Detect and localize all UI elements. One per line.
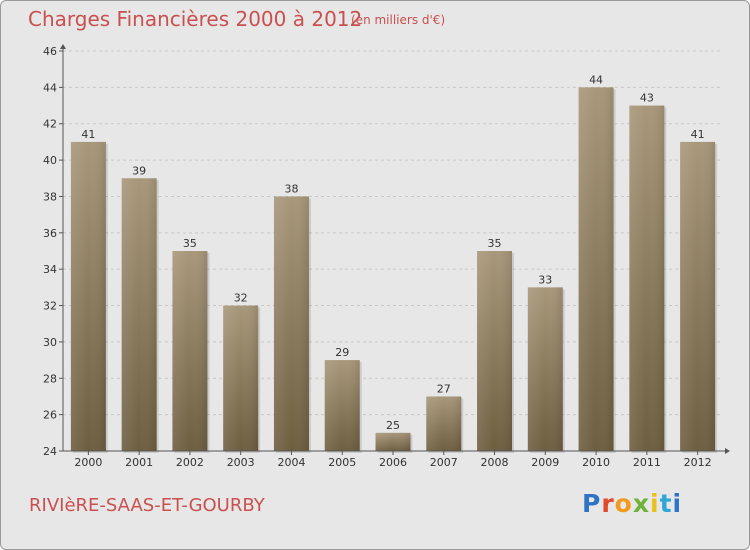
- y-tick-label: 30: [43, 336, 57, 349]
- bar-shine: [273, 196, 309, 451]
- bar-value-label: 38: [284, 182, 298, 195]
- x-tick-label: 2007: [430, 456, 458, 469]
- y-tick-label: 40: [43, 154, 57, 167]
- bar-shine: [375, 432, 411, 451]
- bar-shine: [629, 105, 665, 451]
- bar-shine: [172, 251, 208, 451]
- y-tick-label: 24: [43, 445, 57, 458]
- x-tick-label: 2010: [582, 456, 610, 469]
- proxiti-logo: Proxiti: [582, 489, 682, 518]
- y-tick-label: 28: [43, 372, 57, 385]
- bar-shine: [70, 141, 106, 451]
- x-tick-label: 2001: [125, 456, 153, 469]
- y-tick-label: 42: [43, 118, 57, 131]
- x-tick-label: 2000: [74, 456, 102, 469]
- chart-title: Charges Financières 2000 à 2012: [28, 7, 363, 31]
- bar-shine: [578, 87, 614, 451]
- commune-name: RIVIèRE-SAAS-ET-GOURBY: [29, 495, 265, 516]
- y-tick-label: 46: [43, 45, 57, 58]
- bar-value-label: 39: [132, 164, 146, 177]
- bar-value-label: 33: [538, 273, 552, 286]
- x-tick-label: 2005: [328, 456, 356, 469]
- y-tick-label: 44: [43, 81, 57, 94]
- bar-shine: [121, 178, 157, 452]
- logo-letter: i: [672, 489, 683, 518]
- x-axis-arrow: [725, 448, 730, 454]
- logo-letter: o: [614, 489, 633, 518]
- bar-shine: [223, 305, 259, 451]
- bar-shine: [324, 360, 360, 451]
- y-tick-label: 38: [43, 190, 57, 203]
- bar-value-label: 35: [488, 237, 502, 250]
- logo-letter: x: [632, 489, 650, 518]
- bar-value-label: 41: [81, 128, 95, 141]
- x-tick-label: 2011: [633, 456, 661, 469]
- x-tick-label: 2009: [531, 456, 559, 469]
- bar-value-label: 43: [640, 92, 654, 105]
- x-tick-label: 2006: [379, 456, 407, 469]
- bar-shine: [477, 251, 513, 451]
- bar-shine: [426, 396, 462, 451]
- bar-shine: [680, 141, 716, 451]
- y-tick-label: 32: [43, 300, 57, 313]
- y-tick-label: 26: [43, 409, 57, 422]
- logo-letter: i: [650, 489, 660, 518]
- chart-subtitle: (en milliers d'€): [351, 13, 446, 27]
- bar-value-label: 35: [183, 237, 197, 250]
- y-tick-label: 36: [43, 227, 57, 240]
- logo-letter: P: [582, 489, 602, 518]
- logo-letter: r: [601, 489, 615, 518]
- bar-shine: [527, 287, 563, 451]
- bar-value-label: 32: [234, 292, 248, 305]
- y-axis-arrow: [60, 44, 66, 49]
- y-tick-label: 34: [43, 263, 57, 276]
- x-tick-label: 2008: [481, 456, 509, 469]
- x-tick-label: 2012: [684, 456, 712, 469]
- bar-value-label: 27: [437, 382, 451, 395]
- bar-value-label: 44: [589, 73, 603, 86]
- x-tick-label: 2004: [277, 456, 305, 469]
- x-tick-label: 2002: [176, 456, 204, 469]
- bar-value-label: 41: [691, 128, 705, 141]
- bar-value-label: 25: [386, 419, 400, 432]
- x-tick-label: 2003: [227, 456, 255, 469]
- logo-letter: t: [659, 489, 673, 518]
- bar-value-label: 29: [335, 346, 349, 359]
